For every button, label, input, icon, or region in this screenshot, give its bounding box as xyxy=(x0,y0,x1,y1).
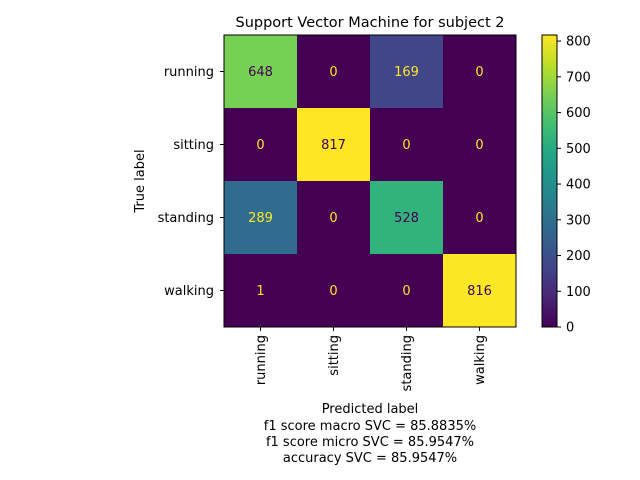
colorbar xyxy=(541,34,558,328)
y-tick-label: walking xyxy=(164,284,214,299)
colorbar-tick-label: 200 xyxy=(566,249,591,264)
x-axis-label: Predicted label xyxy=(322,402,419,417)
heatmap-cell xyxy=(224,254,298,328)
cell-value-label: 0 xyxy=(475,138,483,153)
y-tick-label: running xyxy=(164,65,214,80)
cell-value-label: 0 xyxy=(402,138,410,153)
cell-value-label: 1 xyxy=(256,284,264,299)
f1-micro-line: f1 score micro SVC = 85.9547% xyxy=(266,435,474,450)
heatmap-cell xyxy=(370,35,444,109)
heatmap-cell xyxy=(443,108,517,182)
y-tick-label: standing xyxy=(158,211,214,226)
cell-value-label: 169 xyxy=(394,65,419,80)
x-tick-label: walking xyxy=(473,335,488,385)
cell-value-label: 0 xyxy=(329,65,337,80)
y-axis-label: True label xyxy=(133,149,148,213)
colorbar-tick-label: 300 xyxy=(566,213,591,228)
heatmap-cell xyxy=(297,254,371,328)
cell-value-label: 0 xyxy=(402,284,410,299)
x-axis-ticks: running sitting standing walking xyxy=(254,327,488,391)
colorbar-tick-label: 0 xyxy=(566,321,574,336)
x-tick-label: standing xyxy=(400,335,415,391)
heatmap-cell xyxy=(224,108,298,182)
colorbar-tick-label: 700 xyxy=(566,70,591,85)
cell-value-label: 817 xyxy=(321,138,346,153)
cell-value-label: 289 xyxy=(248,211,273,226)
cell-value-label: 648 xyxy=(248,65,273,80)
heatmap-cell xyxy=(370,108,444,182)
cell-value-label: 0 xyxy=(329,211,337,226)
cell-value-label: 0 xyxy=(329,284,337,299)
heatmap-cell xyxy=(297,35,371,109)
y-axis-ticks: running sitting standing walking xyxy=(158,65,224,299)
cell-value-label: 528 xyxy=(394,211,419,226)
heatmap-cell xyxy=(370,254,444,328)
cell-value-label: 816 xyxy=(467,284,492,299)
colorbar-tick-label: 500 xyxy=(566,142,591,157)
cell-value-label: 0 xyxy=(475,65,483,80)
heatmap-cell xyxy=(297,181,371,255)
heatmap-cell xyxy=(224,35,298,109)
colorbar-tick-label: 400 xyxy=(566,178,591,193)
heatmap-cell xyxy=(370,181,444,255)
cell-value-label: 0 xyxy=(256,138,264,153)
colorbar-tick-label: 100 xyxy=(566,285,591,300)
y-tick-label: sitting xyxy=(173,138,214,153)
x-tick-label: sitting xyxy=(327,335,342,376)
accuracy-line: accuracy SVC = 85.9547% xyxy=(283,451,457,466)
f1-macro-line: f1 score macro SVC = 85.8835% xyxy=(264,419,476,434)
heatmap-cells xyxy=(224,35,517,328)
cell-value-label: 0 xyxy=(475,211,483,226)
colorbar-tick-label: 600 xyxy=(566,106,591,121)
heatmap-cell xyxy=(224,181,298,255)
colorbar-tick-label: 800 xyxy=(566,35,591,50)
heatmap-cell xyxy=(443,181,517,255)
x-tick-label: running xyxy=(254,335,269,385)
heatmap-cell xyxy=(443,35,517,109)
colorbar-ticks: 0 100 200 300 400 500 600 700 800 xyxy=(557,35,591,336)
chart-title: Support Vector Machine for subject 2 xyxy=(236,15,505,31)
cell-value-labels: 648 0 169 0 0 817 0 0 289 0 528 0 1 0 0 816 xyxy=(248,65,492,299)
plot-frame xyxy=(223,34,517,328)
heatmap-cell xyxy=(297,108,371,182)
heatmap-cell xyxy=(443,254,517,328)
